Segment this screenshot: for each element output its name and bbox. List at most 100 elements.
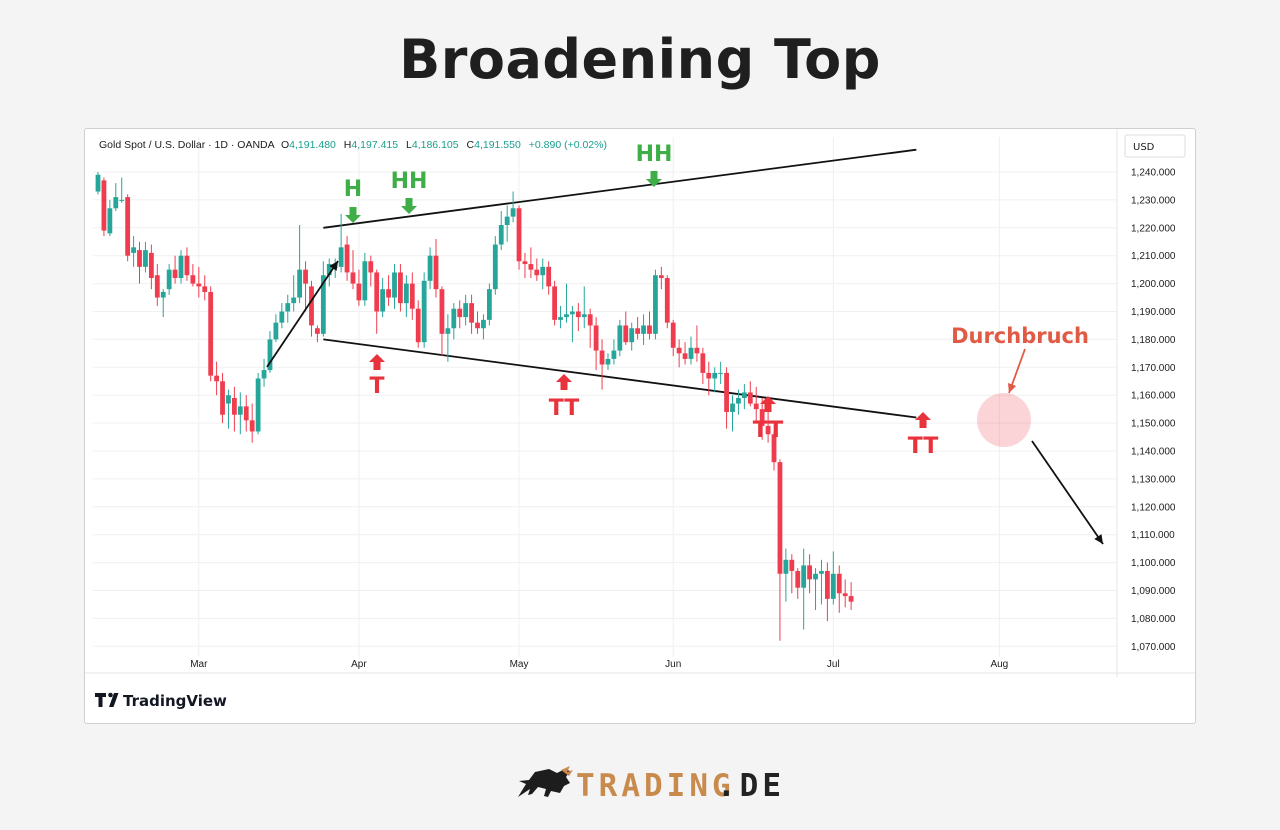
candle <box>528 247 534 279</box>
candle <box>190 264 196 287</box>
candle-body <box>113 197 119 209</box>
candle <box>516 205 522 270</box>
candle-body <box>789 559 795 571</box>
candle-body <box>759 409 765 426</box>
candle <box>285 294 291 323</box>
candle-body <box>303 269 308 284</box>
y-tick-label: 1,210.000 <box>1131 251 1176 262</box>
arrow-down-icon <box>646 171 662 187</box>
candle-body <box>362 261 368 301</box>
candle-body <box>611 350 617 359</box>
y-tick-label: 1,140.000 <box>1131 447 1176 458</box>
candle <box>676 339 682 368</box>
candle-body <box>255 378 261 432</box>
candle-body <box>546 266 552 287</box>
candle <box>617 319 623 357</box>
candle-body <box>836 573 842 594</box>
candle <box>575 303 581 332</box>
candle-body <box>783 559 789 574</box>
candle-body <box>534 269 540 276</box>
candle-body <box>676 347 682 354</box>
candle-body <box>148 252 154 279</box>
symbol-label: Gold Spot / U.S. Dollar · 1D · OANDA <box>99 139 275 151</box>
candle <box>356 269 362 306</box>
footer-brand: TRADING .DE <box>0 752 1280 812</box>
candle <box>540 258 546 290</box>
candle <box>380 278 386 318</box>
candle-body <box>599 350 605 365</box>
candle-body <box>291 297 297 304</box>
candle <box>570 305 575 343</box>
trend-up-arrow-icon <box>266 260 339 368</box>
candle-body <box>368 261 374 273</box>
candle <box>682 342 688 365</box>
candle <box>747 381 753 407</box>
candle-body <box>398 272 403 304</box>
candle-body <box>587 314 593 326</box>
candle-body <box>688 347 694 359</box>
chart-panel[interactable]: 1,240.000 1,230.000 1,220.000 1,210.000 1,20… <box>84 128 1196 724</box>
candle <box>137 241 142 284</box>
candle-body <box>137 250 142 267</box>
candle-body <box>315 328 320 334</box>
candle <box>741 384 747 410</box>
label-tt-1: TT <box>549 396 580 421</box>
candle-body <box>475 322 480 329</box>
candle <box>439 286 445 357</box>
candle-body <box>486 289 492 320</box>
candle <box>427 247 433 290</box>
candle <box>196 266 202 298</box>
candle <box>475 311 480 334</box>
candle-body <box>356 283 362 301</box>
candle <box>718 361 724 385</box>
candle-body <box>125 197 131 256</box>
candle-body <box>670 322 676 348</box>
candle <box>261 358 267 387</box>
candle <box>457 300 463 329</box>
open-label: O <box>281 139 289 151</box>
candle <box>214 361 219 396</box>
candle-body <box>469 303 474 323</box>
candle <box>249 403 255 443</box>
candle-body <box>706 372 712 379</box>
candle <box>368 255 374 287</box>
candle <box>486 283 492 326</box>
candle <box>771 431 777 471</box>
candle-body <box>386 289 391 298</box>
candle-body <box>196 283 202 287</box>
candle-body <box>540 266 546 276</box>
candle <box>255 372 261 435</box>
y-tick-label: 1,160.000 <box>1131 391 1176 402</box>
y-tick-label: 1,230.000 <box>1131 195 1176 206</box>
candle-body <box>830 573 836 599</box>
candle <box>694 325 700 362</box>
candle-body <box>492 244 498 290</box>
candle-body <box>101 180 107 231</box>
arrow-shaft <box>1031 440 1104 545</box>
label-hh-2: HH <box>636 142 673 167</box>
candle-body <box>285 303 291 312</box>
candle-body <box>184 255 190 276</box>
candle-body <box>570 311 575 315</box>
candle-body <box>605 358 611 365</box>
tradingview-logo[interactable]: TradingView <box>95 692 227 710</box>
candle <box>783 548 789 602</box>
y-tick-label: 1,200.000 <box>1131 279 1176 290</box>
currency-box[interactable] <box>1124 134 1186 158</box>
candle <box>546 261 552 295</box>
candle <box>143 241 148 273</box>
candle <box>107 199 113 237</box>
arrow-up-icon <box>556 374 572 390</box>
label-tt-2: TT <box>753 418 784 443</box>
candle-body <box>273 322 279 340</box>
candle-body <box>777 462 783 574</box>
page-title: Broadening Top <box>399 28 881 91</box>
candle <box>433 238 439 298</box>
candle <box>415 300 421 348</box>
candlestick-chart[interactable]: 1,240.000 1,230.000 1,220.000 1,210.000 1,20… <box>85 129 1195 723</box>
x-tick-label: Mar <box>190 659 208 670</box>
y-tick-label: 1,130.000 <box>1131 474 1176 485</box>
trendline-lower <box>323 338 917 419</box>
candle-body <box>249 420 255 432</box>
candle <box>700 347 706 385</box>
